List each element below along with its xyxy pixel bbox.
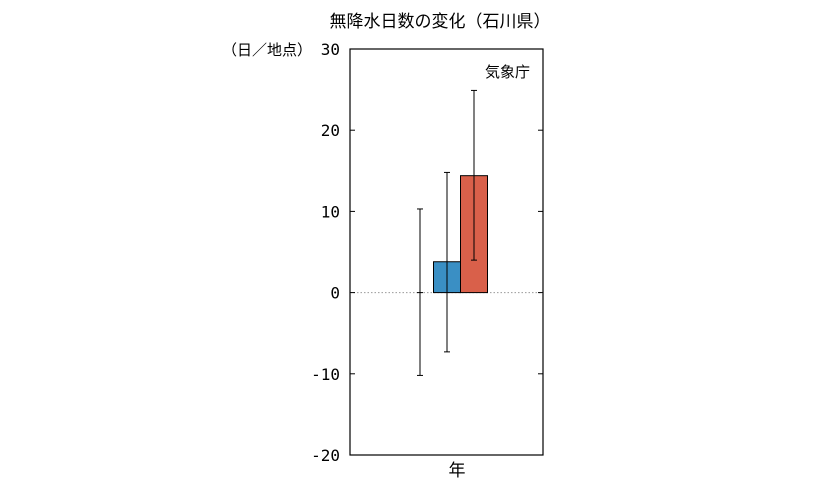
y-tick-label: 30 bbox=[321, 40, 340, 59]
source-label: 気象庁 bbox=[485, 63, 530, 81]
y-tick-label: 0 bbox=[330, 284, 340, 303]
y-tick-label: -10 bbox=[311, 365, 340, 384]
y-axis-ticks: 30 20 10 0 -10 -20 bbox=[311, 40, 543, 465]
chart-title: 無降水日数の変化（石川県） bbox=[330, 12, 551, 32]
plot-area bbox=[349, 48, 544, 456]
error-bars bbox=[417, 89, 477, 376]
x-category-label: 年 bbox=[449, 461, 466, 481]
bars bbox=[433, 175, 488, 294]
y-axis-unit-label: （日／地点） bbox=[222, 41, 312, 59]
y-tick-label: 10 bbox=[321, 202, 340, 221]
y-tick-label: 20 bbox=[321, 121, 340, 140]
y-tick-label: -20 bbox=[311, 446, 340, 465]
